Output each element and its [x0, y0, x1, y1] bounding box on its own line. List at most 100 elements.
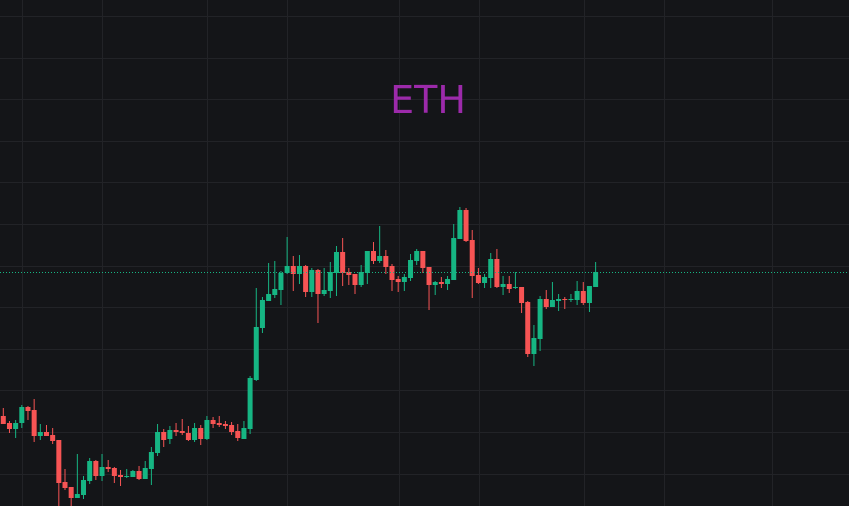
candle-down — [222, 421, 228, 429]
candle-up — [482, 274, 488, 288]
candle-up — [568, 294, 574, 302]
candle-body — [198, 428, 204, 439]
candle-up — [364, 251, 370, 284]
candle-up — [537, 296, 543, 351]
candle-body — [420, 251, 426, 268]
candle-body — [278, 273, 284, 290]
candle-body — [451, 238, 457, 280]
candle-body — [556, 299, 562, 301]
candle-up — [124, 469, 130, 478]
candle-body — [358, 272, 364, 285]
candle-down — [346, 268, 352, 285]
candle-body — [222, 424, 228, 426]
candle-up — [556, 294, 562, 311]
candle-down — [506, 276, 512, 293]
candle-down — [0, 408, 6, 424]
candle-body — [537, 299, 543, 339]
candle-body — [148, 452, 154, 469]
candle-down — [494, 249, 500, 288]
candle-body — [167, 430, 173, 439]
candle-up — [204, 416, 210, 440]
candle-body — [56, 440, 62, 483]
candle-body — [130, 471, 136, 477]
candle-down — [68, 487, 74, 506]
candle-down — [543, 290, 549, 309]
candle-up — [253, 288, 259, 381]
candle-body — [253, 327, 259, 380]
candle-up — [266, 263, 272, 301]
candle-down — [136, 466, 142, 480]
candle-body — [136, 471, 142, 479]
candle-body — [574, 291, 580, 300]
candle-up — [549, 282, 555, 307]
candle-body — [105, 467, 111, 469]
candle-body — [512, 287, 518, 288]
candle-body — [340, 252, 346, 273]
candle-body — [315, 270, 321, 294]
candle-body — [593, 272, 599, 287]
candle-body — [549, 300, 555, 307]
candle-down — [43, 425, 49, 436]
candle-up — [87, 458, 93, 484]
candle-body — [586, 286, 592, 303]
candle-body — [290, 266, 296, 274]
candle-down — [469, 230, 475, 298]
candle-body — [210, 420, 216, 424]
candle-body — [432, 282, 438, 285]
candle-body — [414, 251, 420, 261]
candle-body — [173, 430, 179, 432]
candle-down — [525, 301, 531, 357]
candle-body — [19, 407, 25, 423]
candle-body — [259, 300, 265, 328]
candle-up — [19, 405, 25, 428]
candle-up — [358, 265, 364, 287]
candle-body — [99, 467, 105, 476]
candle-body — [81, 480, 87, 495]
candle-up — [284, 237, 290, 274]
candle-up — [272, 261, 278, 298]
candle-body — [216, 423, 222, 425]
candle-up — [241, 421, 247, 439]
candle-up — [488, 253, 494, 288]
candle-body — [500, 284, 506, 287]
candle-down — [210, 417, 216, 428]
candle-up — [531, 325, 537, 366]
candle-body — [395, 279, 401, 282]
candle-up — [81, 476, 87, 499]
candle-down — [438, 277, 444, 288]
candle-body — [37, 432, 43, 436]
candle-down — [463, 208, 469, 242]
candle-down — [383, 250, 389, 274]
candle-up — [408, 254, 414, 281]
candle-body — [43, 432, 49, 436]
candle-up — [457, 207, 463, 239]
candle-body — [142, 468, 148, 479]
candle-body — [235, 431, 241, 438]
candle-body — [272, 289, 278, 295]
candle-body — [0, 416, 6, 424]
candle-down — [161, 429, 167, 447]
candle-body — [488, 259, 494, 278]
candle-body — [475, 275, 481, 283]
candle-down — [179, 419, 185, 435]
candle-down — [185, 426, 191, 441]
candle-up — [296, 255, 302, 284]
candle-body — [389, 266, 395, 280]
candle-up — [309, 268, 315, 297]
candle-down — [6, 421, 12, 433]
candle-down — [340, 238, 346, 286]
candle-body — [6, 423, 12, 429]
candle-body — [562, 299, 568, 300]
candle-up — [130, 470, 136, 477]
candle-up — [432, 281, 438, 295]
candle-body — [525, 302, 531, 354]
candle-up — [586, 286, 592, 312]
candle-up — [37, 424, 43, 440]
candle-body — [377, 256, 383, 261]
candle-body — [161, 432, 167, 440]
candle-up — [401, 274, 407, 291]
candle-body — [580, 291, 586, 303]
